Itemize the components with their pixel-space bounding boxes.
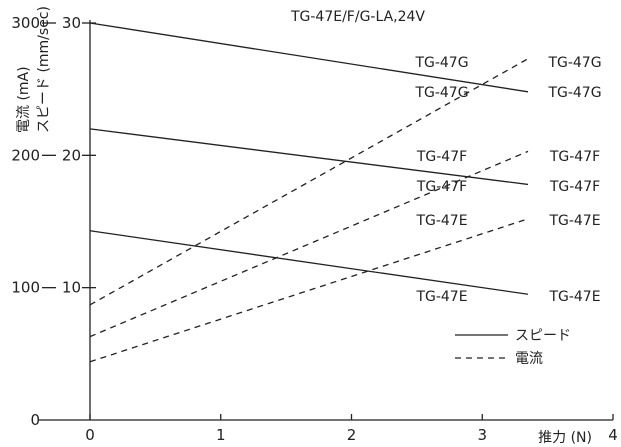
y-tick-label-speed: 20 xyxy=(62,146,81,164)
y-tick-label-current: 100 xyxy=(11,279,40,297)
x-tick-label: 2 xyxy=(347,426,357,444)
series-label: TG-47G xyxy=(414,85,468,101)
series-label: TG-47F xyxy=(416,149,467,165)
y-axis-title-speed: スピード (mm/sec) xyxy=(36,6,52,133)
series-layer xyxy=(89,22,529,363)
series-label: TG-47F xyxy=(416,179,467,195)
y-tick-label-current: 300 xyxy=(11,14,40,32)
series-label: TG-47E xyxy=(548,213,600,229)
series-line-tg-47g-speed xyxy=(89,22,529,93)
series-label: TG-47F xyxy=(549,149,600,165)
x-tick-label: 0 xyxy=(85,426,95,444)
x-tick-label: 3 xyxy=(477,426,487,444)
series-label: TG-47E xyxy=(415,213,467,229)
series-line-tg-47e-speed xyxy=(89,230,529,295)
series-label: TG-47E xyxy=(548,289,600,305)
x-tick-label: 4 xyxy=(608,426,618,444)
chart-title: TG-47E/F/G-LA,24V xyxy=(290,9,425,25)
series-line-tg-47f-speed xyxy=(89,128,529,186)
series-label: TG-47F xyxy=(549,179,600,195)
series-labels: TG-47G TG-47G TG-47G TG-47G TG-47F TG-47F TG-4… xyxy=(414,55,601,305)
axes: 0 1 2 3 4 0 100 200 300 10 20 30 電流 (mA) スピード (mm/sec… xyxy=(11,6,617,446)
y-tick-label-current: 200 xyxy=(11,146,40,164)
legend-label: 電流 xyxy=(515,351,543,367)
series-label: TG-47G xyxy=(414,55,468,71)
series-label: TG-47G xyxy=(547,55,601,71)
legend-label: スピード xyxy=(515,328,571,344)
x-tick-label: 1 xyxy=(216,426,226,444)
series-line-tg-47f-current xyxy=(89,150,529,338)
series-label: TG-47G xyxy=(547,85,601,101)
y-tick-label-speed: 10 xyxy=(62,279,81,297)
series-label: TG-47E xyxy=(415,289,467,305)
y-axis-title-current: 電流 (mA) xyxy=(16,66,32,133)
series-line-tg-47g-current xyxy=(89,58,529,306)
x-axis-title: 推力 (N) xyxy=(538,430,592,446)
y-tick-label-speed: 30 xyxy=(62,14,81,32)
y-tick-label-current: 0 xyxy=(30,411,40,429)
